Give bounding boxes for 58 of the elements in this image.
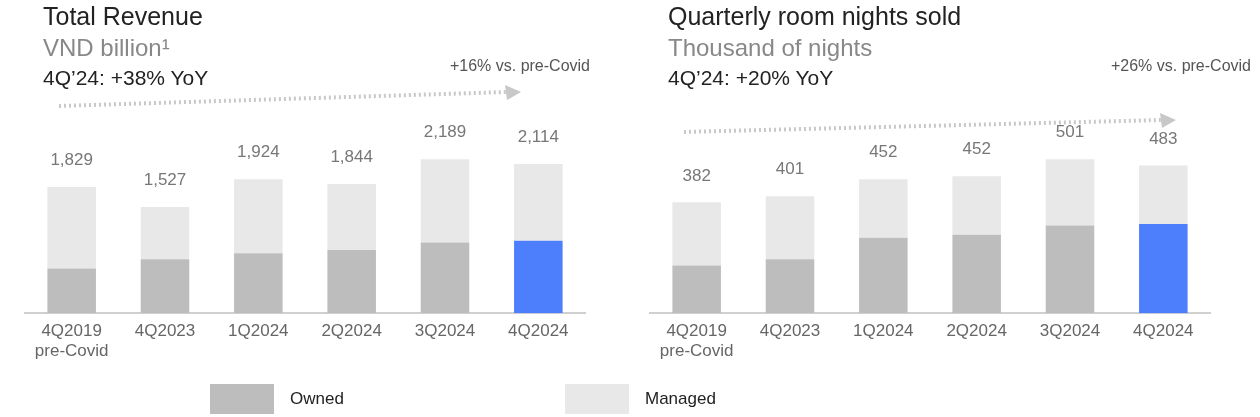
bar (327, 250, 376, 314)
bar (140, 206, 190, 260)
text: +16% vs. pre-Covid (449, 57, 590, 75)
bar (420, 242, 470, 314)
annotation: 382 (682, 165, 711, 185)
bar (952, 176, 1001, 235)
bar (765, 259, 815, 314)
x-tick-label: 4Q2019 pre-Covid (34, 321, 109, 361)
bar (765, 196, 815, 260)
bar (672, 202, 721, 266)
x-tick-label: 4Q2023 (759, 321, 821, 341)
text: 4Q’24: +38% YoY (43, 66, 209, 90)
bar (234, 179, 283, 254)
annotation: 2,114 (517, 127, 559, 147)
x-tick-label: 4Q2024 (1133, 321, 1194, 341)
text: +26% vs. pre-Covid (1110, 57, 1251, 75)
bar (514, 240, 563, 314)
x-tick-label: 2Q2024 (321, 321, 382, 341)
bar (859, 237, 908, 314)
bar (514, 163, 563, 241)
bar (234, 253, 283, 314)
annotation: 483 (1149, 128, 1178, 148)
bar (140, 259, 190, 314)
legend-label: Managed (645, 389, 716, 409)
x-tick-label: 1Q2024 (853, 321, 914, 341)
annotation: 1,829 (50, 150, 93, 170)
bar (859, 179, 908, 238)
bar (47, 186, 96, 269)
text: 4Q’24: +20% YoY (668, 66, 834, 90)
x-tick-label: 1Q2024 (228, 321, 289, 341)
bar (952, 234, 1001, 314)
x-tick-label: 4Q2024 (508, 321, 569, 341)
x-tick-label: 3Q2024 (1039, 321, 1101, 341)
chart-subtitle: VND billion¹ (43, 34, 170, 62)
annotation: 501 (1055, 122, 1085, 142)
bar (1139, 223, 1188, 314)
legend-label: Owned (290, 389, 344, 409)
x-tick-label: 4Q2019 pre-Covid (659, 321, 734, 361)
bar (1045, 159, 1095, 226)
bar (1045, 225, 1095, 314)
bar (420, 159, 470, 243)
bar (672, 265, 721, 314)
bar (1139, 165, 1188, 224)
chart-subtitle: Thousand of nights (668, 34, 873, 62)
x-tick-label: 4Q2023 (134, 321, 196, 341)
annotation: 452 (869, 142, 898, 162)
annotation: 452 (962, 139, 991, 159)
x-tick-label: 2Q2024 (946, 321, 1007, 341)
annotation: 2,189 (423, 122, 467, 142)
x-tick-label: 3Q2024 (414, 321, 476, 341)
annotation: 1,844 (330, 147, 373, 167)
bar (47, 268, 96, 314)
chart-title: Total Revenue (43, 2, 203, 31)
annotation: 1,924 (237, 142, 280, 162)
chart-title: Quarterly room nights sold (668, 2, 962, 31)
bar (327, 183, 376, 251)
annotation: 401 (775, 159, 805, 179)
annotation: 1,527 (143, 170, 187, 190)
